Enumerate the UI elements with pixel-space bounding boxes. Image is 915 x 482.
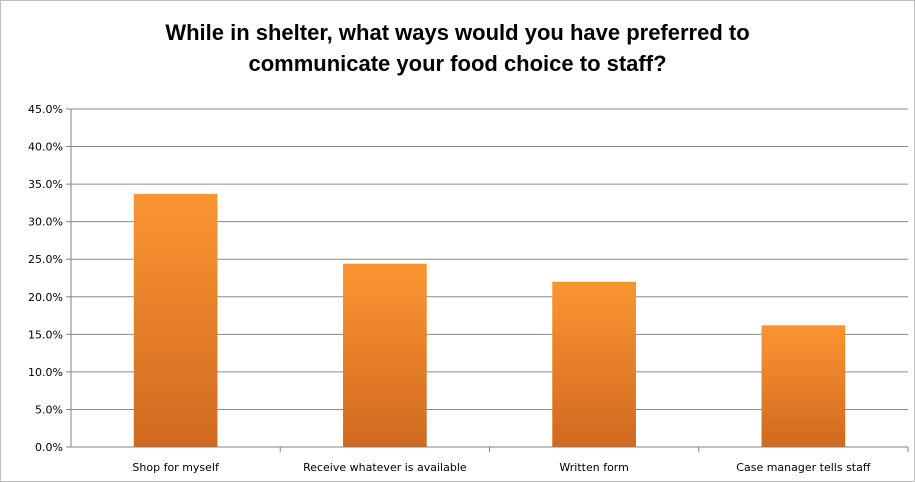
y-tick-label: 45.0% [28,103,63,116]
bar [343,263,427,447]
y-tick-label: 0.0% [35,441,63,454]
chart-title-line-2: communicate your food choice to staff? [248,51,667,76]
chart-title-line-1: While in shelter, what ways would you ha… [165,20,750,45]
y-tick-label: 25.0% [28,253,63,266]
y-tick-label: 30.0% [28,216,63,229]
bar [552,281,636,447]
y-tick-label: 15.0% [28,328,63,341]
y-tick-label: 40.0% [28,141,63,154]
x-category-label: Shop for myself [132,461,220,474]
bar [761,325,846,447]
y-tick-label: 35.0% [28,178,63,191]
bar [133,193,218,447]
y-tick-label: 5.0% [35,403,63,416]
y-tick-label: 20.0% [28,291,63,304]
x-category-label: Receive whatever is available [303,461,467,474]
x-category-label: Case manager tells staff [736,461,871,474]
chart-title: While in shelter, what ways would you ha… [1,17,914,79]
x-category-label: Written form [559,461,628,474]
y-tick-label: 10.0% [28,366,63,379]
